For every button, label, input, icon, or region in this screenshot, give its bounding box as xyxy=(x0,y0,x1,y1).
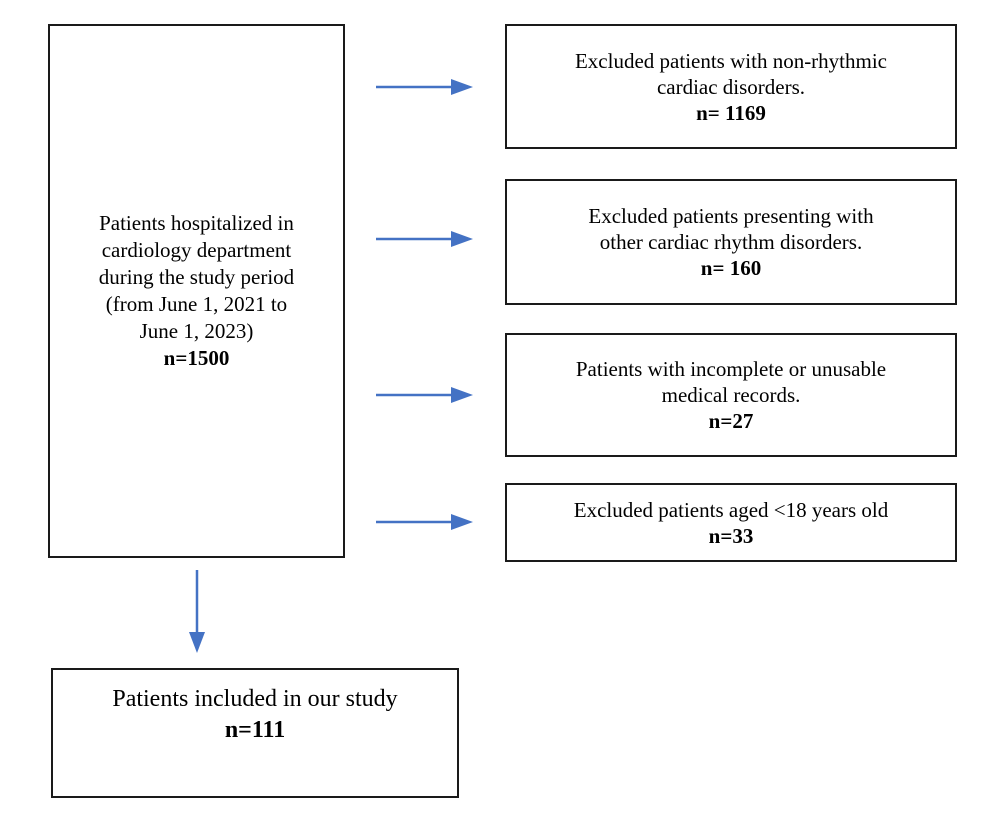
exclusion-box-n-label: n= 160 xyxy=(700,256,762,280)
source-box-text: Patients hospitalized in cardiology depa… xyxy=(98,211,295,343)
arrow-right-icon xyxy=(376,387,473,403)
exclusion-box-n-label: n= 1169 xyxy=(696,100,766,125)
arrow-down-icon xyxy=(189,570,205,653)
arrow-right-icon xyxy=(376,231,473,247)
exclusion-box-text: Patients with incomplete or unusable med… xyxy=(575,357,887,407)
exclusion-box-n-label: n=27 xyxy=(708,409,754,433)
result-box: Patients included in our study n=111 xyxy=(51,668,459,798)
exclusion-box-n-label: n=33 xyxy=(708,523,754,548)
source-box: Patients hospitalized in cardiology depa… xyxy=(48,24,345,558)
exclusion-box-text: Excluded patients presenting with other … xyxy=(588,204,874,254)
exclusion-box-text: Excluded patients aged <18 years old xyxy=(573,497,889,522)
exclusion-box-incomplete-records: Patients with incomplete or unusable med… xyxy=(505,333,957,457)
result-box-text: Patients included in our study xyxy=(112,686,398,712)
exclusion-box-under-18: Excluded patients aged <18 years old n=3… xyxy=(505,483,957,562)
source-box-n-label: n=1500 xyxy=(163,346,230,370)
arrow-right-icon xyxy=(376,79,473,95)
exclusion-box-other-rhythm: Excluded patients presenting with other … xyxy=(505,179,957,305)
exclusion-box-text: Excluded patients with non-rhythmic card… xyxy=(574,48,888,99)
arrow-right-icon xyxy=(376,514,473,530)
result-box-n-label: n=111 xyxy=(224,717,286,743)
exclusion-box-non-rhythmic: Excluded patients with non-rhythmic card… xyxy=(505,24,957,149)
